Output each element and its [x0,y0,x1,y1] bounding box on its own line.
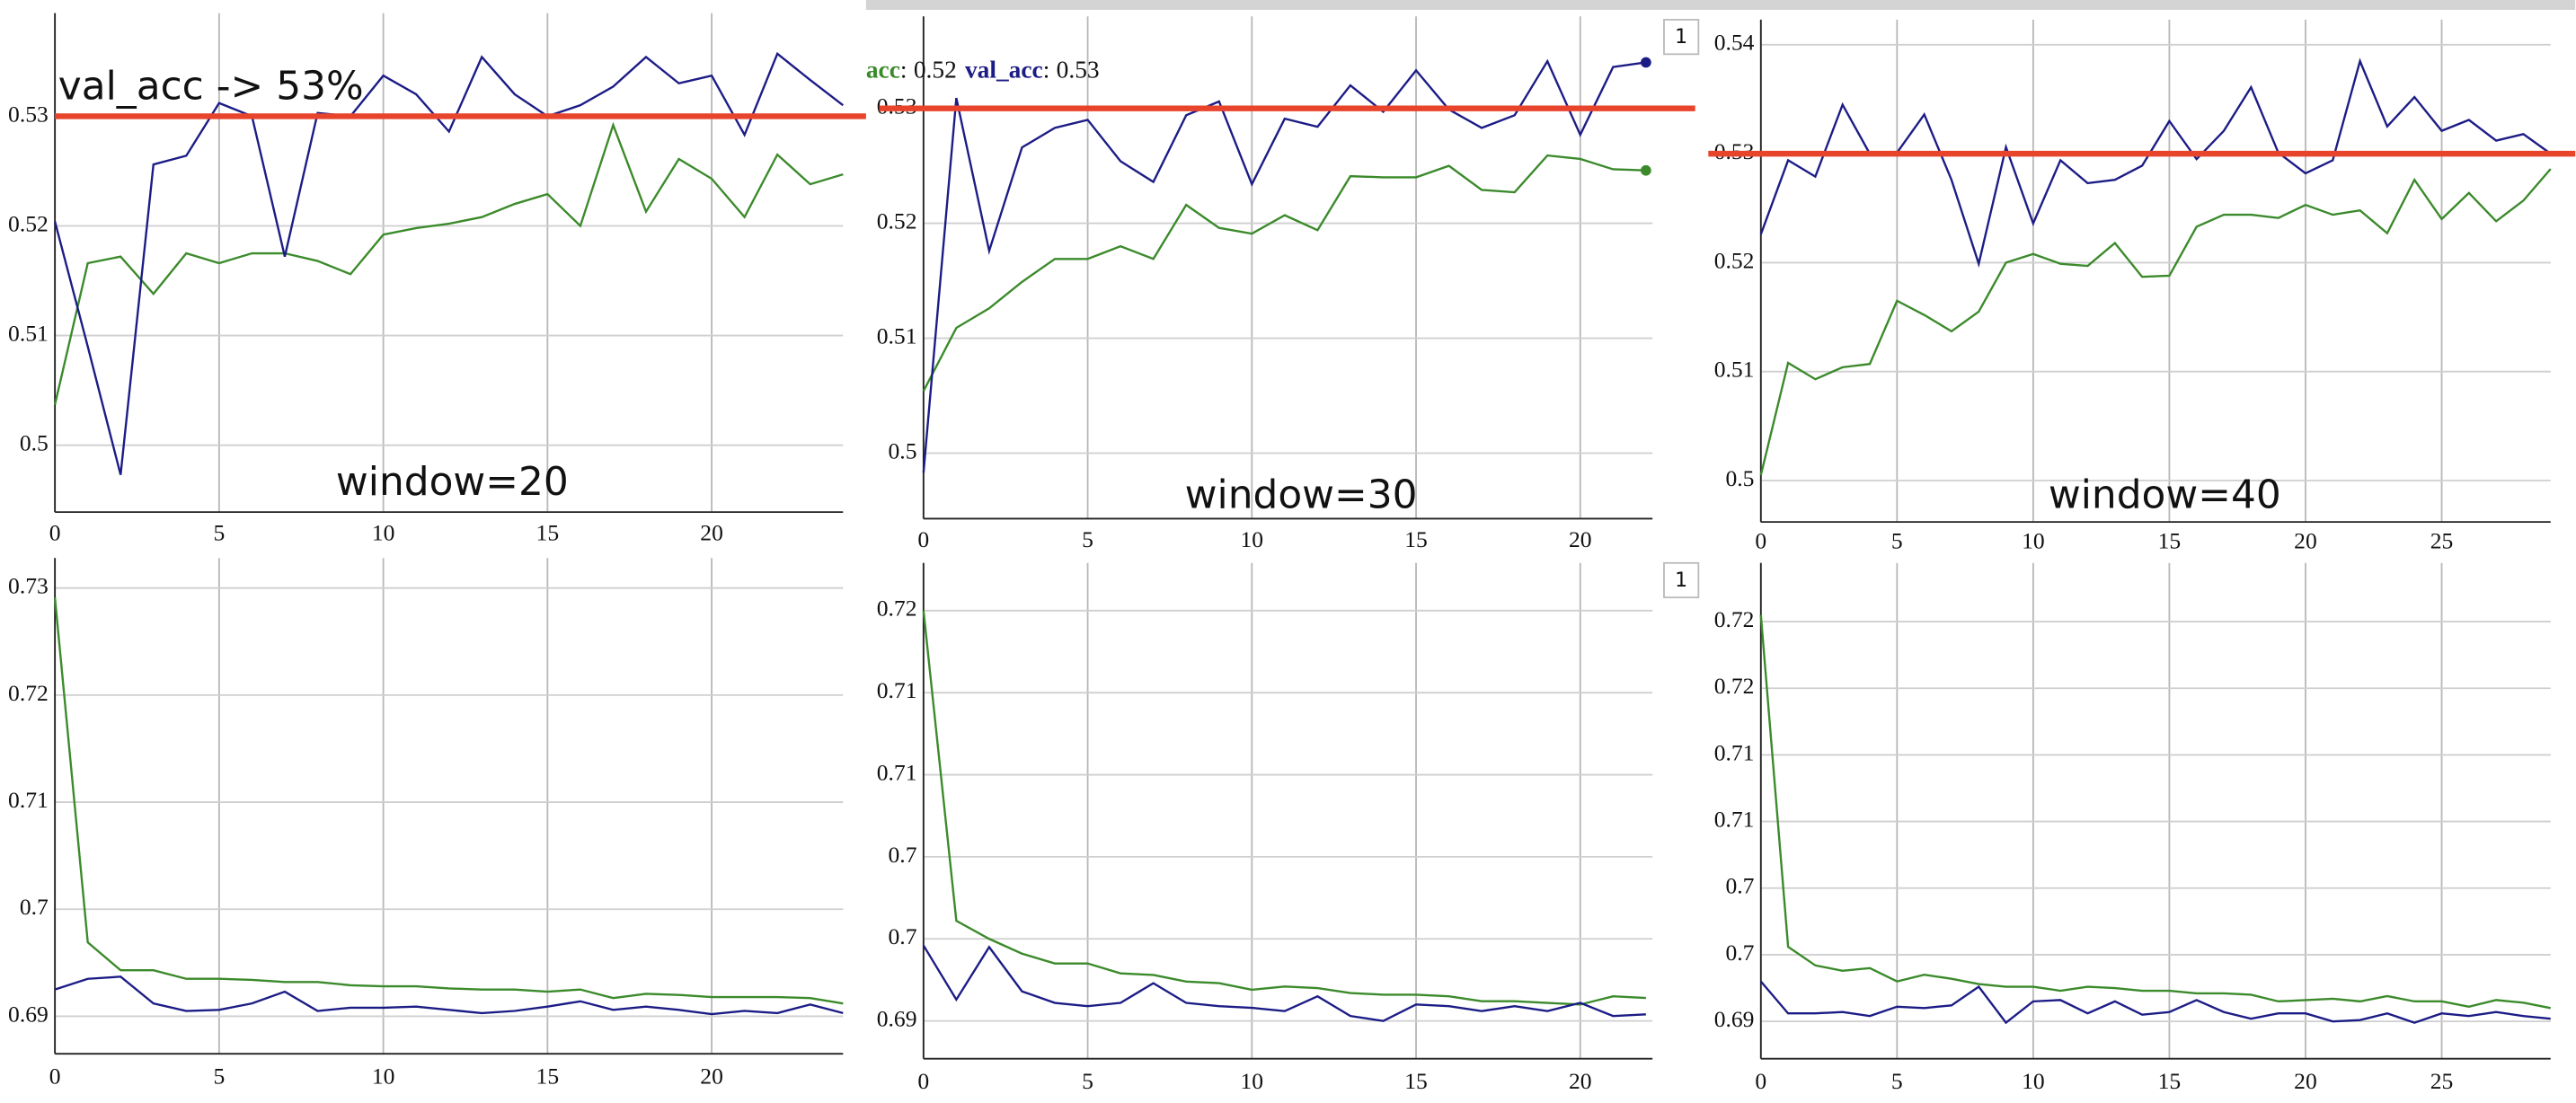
badge: 1 [1675,26,1687,49]
y-tick-label: 0.71 [8,787,49,813]
y-tick-label: 0.72 [877,596,917,622]
legend: acc: 0.52 val_acc: 0.53 [866,57,1100,84]
badge-box [1663,561,1700,599]
x-tick-label: 0 [917,1068,929,1094]
x-tick-label: 0 [917,526,929,552]
series-line [1759,614,2551,1010]
annotation: val_acc -> 53% [58,64,364,110]
x-tick-label: 15 [1404,1068,1428,1094]
legend-name: val_acc [965,57,1043,84]
x-tick-label: 20 [700,520,723,546]
y-tick-label: 0.71 [1714,806,1755,832]
y-tick-label: 0.52 [877,207,917,234]
y-tick-label: 0.71 [877,677,917,703]
y-tick-label: 0.71 [877,759,917,785]
x-tick-label: 10 [372,520,395,546]
x-tick-label: 15 [1404,526,1428,552]
x-tick-label: 20 [1569,1068,1592,1094]
series-line [1759,980,2551,1025]
series-line [53,51,845,475]
y-tick-label: 0.7 [1725,873,1754,899]
x-tick-label: 20 [1569,526,1592,552]
x-tick-label: 15 [536,520,560,546]
series-line [53,597,844,1005]
hover-dot [1641,164,1651,176]
y-tick-label: 0.51 [8,320,49,346]
series-line [53,121,844,405]
badge-box [1663,19,1700,56]
y-tick-label: 0.52 [1714,247,1755,273]
caption: window=20 [336,459,569,505]
y-tick-label: 0.7 [889,923,917,949]
y-tick-label: 0.52 [8,210,49,236]
y-tick-label: 0.5 [1725,465,1754,491]
x-tick-label: 15 [2158,1068,2182,1094]
legend-name: acc [866,57,900,84]
x-tick-label: 25 [2430,1068,2454,1094]
x-tick-label: 5 [1891,1068,1903,1094]
y-tick-label: 0.69 [877,1006,917,1032]
toolbar-strip [865,0,2576,10]
hover-dot [1641,57,1651,68]
x-tick-label: 25 [2430,528,2454,554]
y-tick-label: 0.72 [1714,606,1755,632]
y-tick-label: 0.71 [1714,739,1755,765]
x-tick-label: 0 [49,520,61,546]
y-tick-label: 0.69 [8,1001,49,1027]
badge: 1 [1675,569,1687,592]
x-tick-label: 10 [1241,526,1264,552]
y-tick-label: 0.7 [889,842,917,868]
x-tick-label: 5 [213,1063,225,1089]
x-tick-label: 10 [1241,1068,1264,1094]
legend-separator: : [1043,57,1050,84]
x-tick-label: 5 [1082,1068,1093,1094]
x-tick-label: 10 [2022,528,2045,554]
legend-value: 0.52 [914,57,957,84]
x-tick-label: 20 [700,1063,723,1089]
series-line [922,944,1646,1022]
x-tick-label: 5 [1082,526,1093,552]
y-tick-label: 0.51 [1714,357,1755,383]
series-line [922,154,1646,392]
x-tick-label: 15 [2158,528,2182,554]
legend-separator: : [900,57,907,84]
y-tick-label: 0.72 [8,680,49,706]
legend-value: 0.53 [1057,57,1100,84]
y-tick-label: 0.69 [1714,1006,1755,1032]
y-tick-label: 0.5 [20,430,49,456]
y-tick-label: 0.72 [1714,673,1755,699]
y-tick-label: 0.73 [8,573,49,599]
series-line [1759,168,2552,476]
x-tick-label: 0 [1755,1068,1766,1094]
y-tick-label: 0.51 [877,322,917,349]
x-tick-label: 0 [1755,528,1766,554]
series-line [54,975,844,1016]
y-tick-label: 0.5 [889,437,917,463]
caption: window=40 [2049,472,2281,518]
y-tick-label: 0.7 [20,894,49,920]
x-tick-label: 5 [1891,528,1903,554]
x-tick-label: 10 [372,1063,395,1089]
series-line [1759,57,2552,269]
y-tick-label: 0.53 [8,101,49,127]
caption: window=30 [1185,472,1418,518]
x-tick-label: 0 [49,1063,61,1089]
x-tick-label: 5 [213,520,225,546]
series-line [922,610,1646,1006]
series-line [922,58,1647,473]
x-tick-label: 20 [2294,528,2317,554]
y-tick-label: 0.7 [1725,940,1754,966]
x-tick-label: 20 [2294,1068,2317,1094]
y-tick-label: 0.54 [1714,30,1755,56]
x-tick-label: 10 [2022,1068,2045,1094]
x-tick-label: 15 [536,1063,560,1089]
